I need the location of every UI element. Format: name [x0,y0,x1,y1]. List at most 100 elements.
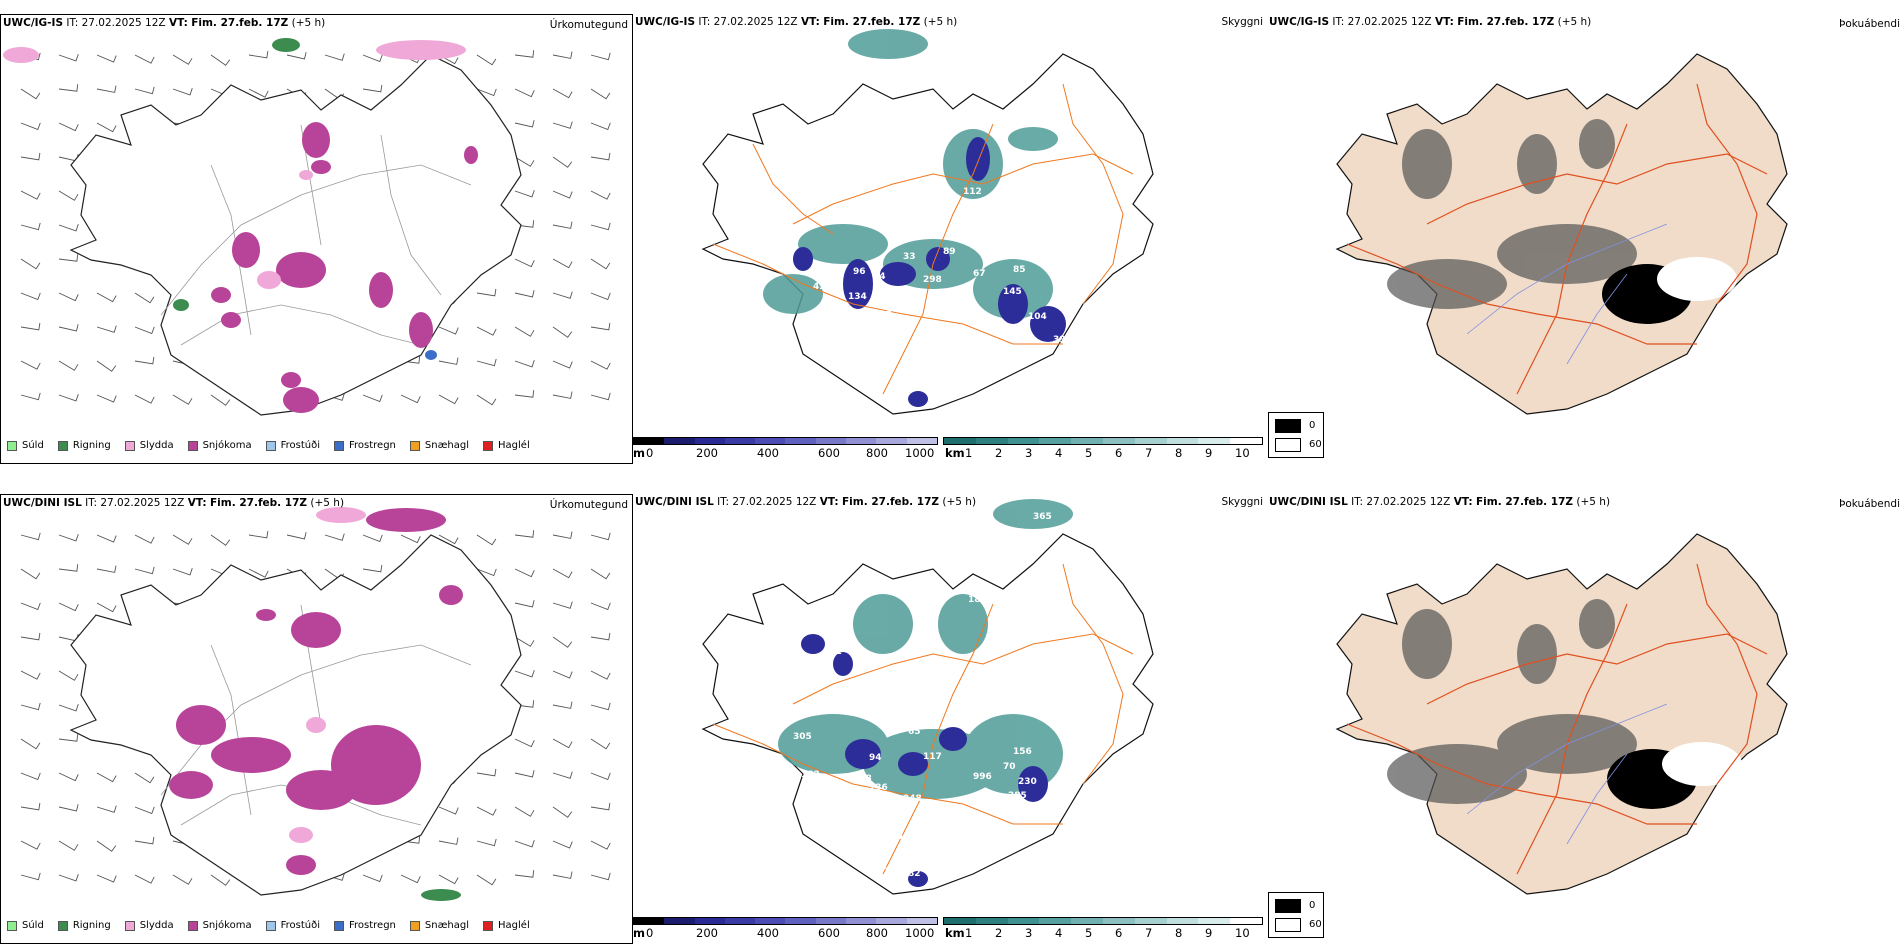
tick: 3 [1025,446,1033,460]
wind-barb [438,837,459,845]
wind-barb [58,602,79,612]
fog-legend-label: 0 [1309,900,1316,911]
wind-barb [476,768,497,777]
wind-barb [552,51,573,59]
wind-barb [96,534,117,543]
wind-barb [514,156,535,167]
tick: 600 [818,446,840,460]
wind-barb [552,291,573,299]
tick: 0 [646,926,654,940]
visibility-panel-bottom: 365 185 440 65 94 117 156 70 996 230 285… [633,494,1263,944]
cloud-label: 188 [873,310,892,320]
wind-barb [552,871,573,879]
cloud-label: 134 [848,292,867,302]
wind-barb [552,391,573,399]
wind-barb [362,564,383,573]
precip-type-panel-bottom: UWC/DINI ISL IT: 27.02.2025 12Z VT: Fim.… [0,494,633,944]
legend-item: Snæhagl [409,440,469,451]
panel-header: UWC/IG-IS IT: 27.02.2025 12Z VT: Fim. 27… [1269,16,1592,28]
wind-barb [96,874,117,883]
wind-barb [514,258,535,268]
wind-barb [476,534,497,546]
panel-header: UWC/IG-IS IT: 27.02.2025 12Z VT: Fim. 27… [3,17,326,29]
wind-barb [96,122,117,133]
wind-barb [590,702,611,711]
wind-barb [248,530,269,539]
wind-barb [552,531,573,539]
wind-barb [590,632,611,641]
wind-barb [514,870,535,878]
tick: 7 [1145,926,1153,940]
wind-barb [20,322,41,331]
legend-item: Snæhagl [409,920,469,931]
wind-barb [134,874,155,884]
wind-barb [20,840,41,850]
wind-barb [96,805,117,813]
precip-type-title: Úrkomutegund [549,19,628,31]
tick: 2 [995,926,1003,940]
wind-barb [514,120,535,128]
wind-barb [514,770,535,778]
wind-barb [58,122,79,132]
panel-header: UWC/DINI ISL IT: 27.02.2025 12Z VT: Fim.… [3,497,345,509]
cloud-label: 85 [1013,265,1026,275]
wind-barb [552,190,573,199]
wind-barb [552,360,573,369]
wind-barb [514,326,535,337]
wind-barb [438,874,459,885]
cloud-label: 53 [933,355,946,365]
tick: 2 [995,446,1003,460]
tick: 7 [1145,446,1153,460]
wind-barb [20,88,41,100]
fog-title: Þokuábendi [1839,18,1900,30]
wind-barb [58,190,79,201]
panel-header: UWC/IG-IS IT: 27.02.2025 12Z VT: Fim. 27… [635,16,958,28]
fog-map-top [1335,53,1788,415]
wind-barb [58,804,79,812]
wind-barb [590,568,611,580]
wind-barb [58,54,79,62]
cloud-label: 101 [823,647,842,657]
wind-barb [514,636,535,647]
wind-barb [134,836,155,845]
visibility-map-top: 32 58 95 74 89 39 298 145 104 188 163 13… [701,29,1154,415]
wind-barb [590,738,611,750]
wind-barb [552,221,573,229]
wind-barb [172,394,193,405]
wind-barb [58,84,79,92]
wind-barb [58,292,79,302]
wind-barb [248,50,269,59]
wind-barb [20,670,41,680]
legend-item: Rigning [57,920,111,931]
wind-barb [96,325,117,333]
wind-barb [552,670,573,679]
legend-item: Súld [7,920,44,931]
wind-barb [172,534,193,545]
legend-item: Frostregn [334,440,396,451]
wind-barb [96,85,117,93]
panel-header: UWC/DINI ISL IT: 27.02.2025 12Z VT: Fim.… [635,496,977,508]
wind-barb [590,190,611,200]
wind-barb [96,54,117,63]
wind-barb [476,288,497,297]
wind-barb [20,632,41,641]
precip-legend: Súld Rigning Slydda Snjókoma Frostúði Fr… [7,440,544,451]
precip-legend: Súld Rigning Slydda Snjókoma Frostúði Fr… [7,920,544,931]
legend-item: Frostregn [334,920,396,931]
wind-barb [590,258,611,270]
tick: 4 [1055,446,1063,460]
wind-barb [324,533,345,541]
precip-type-title: Úrkomutegund [549,499,628,511]
cloud-label: 33 [903,252,916,262]
tick: 8 [1175,926,1183,940]
wind-barb [400,394,421,404]
tick: 0 [646,446,654,460]
wind-barb [438,357,459,365]
cloud-label: 39 [978,227,991,237]
cloud-label: 182 [801,770,820,780]
wind-barb [324,53,345,61]
cloud-label: 305 [793,732,812,742]
legend-item: Haglél [483,920,530,931]
tick: 1000 [905,446,935,460]
height-unit: m [633,926,645,940]
